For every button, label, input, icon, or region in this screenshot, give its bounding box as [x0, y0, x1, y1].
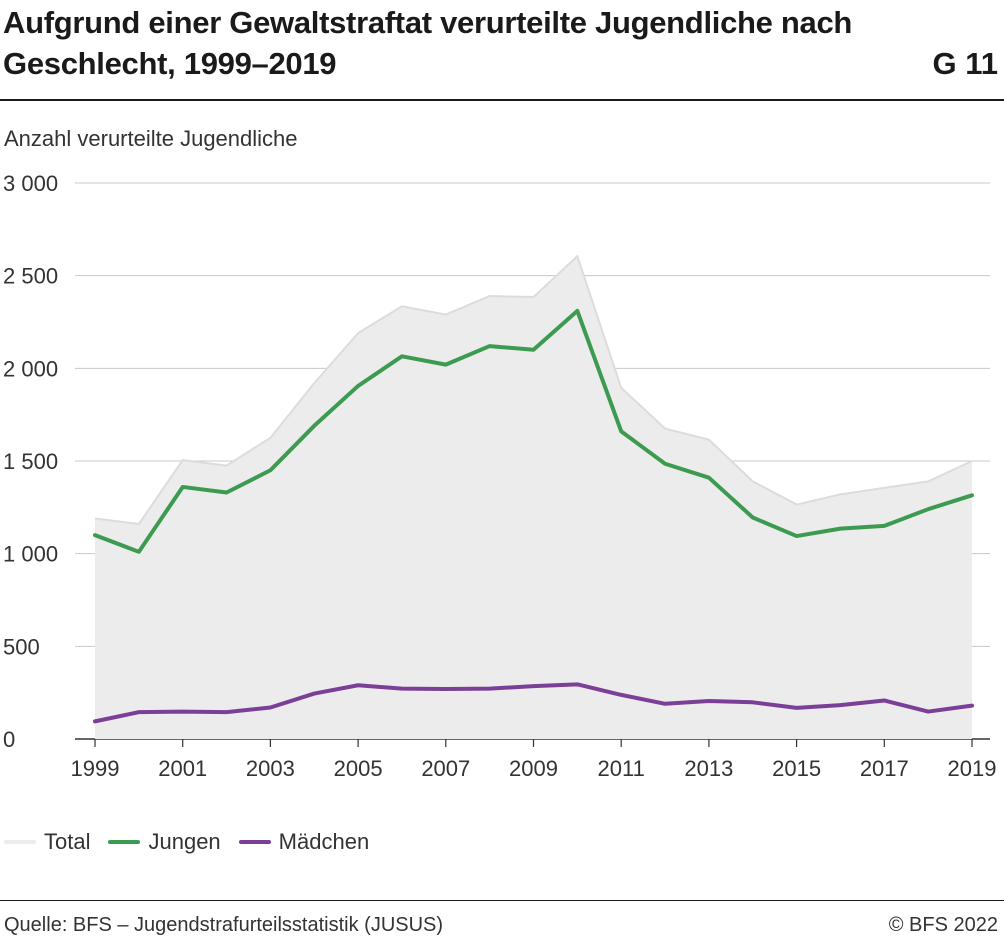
y-tick-label: 2 000 [3, 356, 58, 381]
x-tick-label: 1999 [71, 756, 120, 781]
y-tick-label: 0 [3, 727, 15, 752]
series-total-area [95, 256, 972, 739]
x-tick-labels: 1999 2001 2003 2005 2007 2009 2011 2013 2015 2017… [71, 739, 997, 781]
source-note: Quelle: BFS – Jugendstrafurteilsstatisti… [4, 914, 444, 936]
series-maedchen-line [93, 682, 974, 724]
chart-title: Aufgrund einer Gewaltstraftat verurteilt… [3, 5, 853, 81]
chart-id: G 11 [932, 46, 999, 81]
legend: Total Jungen Mädchen [4, 826, 387, 858]
legend-label-maedchen: Mädchen [278, 829, 370, 854]
series-jungen-line [93, 308, 974, 554]
legend-item-maedchen: Mädchen [238, 829, 370, 855]
y-axis-label: Anzahl verurteilte Jugendliche [4, 126, 298, 151]
x-tick-label: 2007 [421, 756, 470, 781]
legend-swatch-total [4, 840, 36, 844]
copyright-note: © BFS 2022 [888, 914, 998, 936]
legend-label-jungen: Jungen [148, 829, 221, 854]
x-tick-label: 2011 [598, 756, 645, 781]
legend-label-total: Total [44, 829, 91, 854]
x-tick-label: 2019 [948, 756, 997, 781]
legend-swatch-jungen [108, 840, 141, 844]
x-tick-label: 2009 [509, 756, 558, 781]
line-chart: 0 500 1 000 1 500 2 000 2 500 3 000 1999 2001 20… [3, 171, 997, 781]
legend-swatch-maedchen [238, 840, 271, 844]
x-tick-label: 2013 [684, 756, 733, 781]
y-tick-label: 500 [3, 634, 40, 659]
x-tick-label: 2017 [860, 756, 909, 781]
y-tick-label: 2 500 [3, 264, 58, 289]
legend-item-total: Total [4, 829, 90, 855]
x-tick-label: 2001 [158, 756, 207, 781]
series-lines-layer [93, 308, 974, 724]
y-tick-label: 1 000 [3, 542, 58, 567]
title-divider [0, 99, 1004, 101]
x-tick-label: 2005 [334, 756, 383, 781]
y-tick-label: 1 500 [3, 449, 58, 474]
footer-divider [0, 900, 1004, 901]
y-tick-label: 3 000 [3, 171, 58, 196]
x-tick-label: 2003 [246, 756, 295, 781]
y-tick-labels: 0 500 1 000 1 500 2 000 2 500 3 000 [3, 171, 58, 752]
total-area-layer [94, 254, 973, 739]
x-tick-label: 2015 [772, 756, 821, 781]
series-total-outline [94, 254, 973, 526]
legend-item-jungen: Jungen [108, 829, 221, 855]
